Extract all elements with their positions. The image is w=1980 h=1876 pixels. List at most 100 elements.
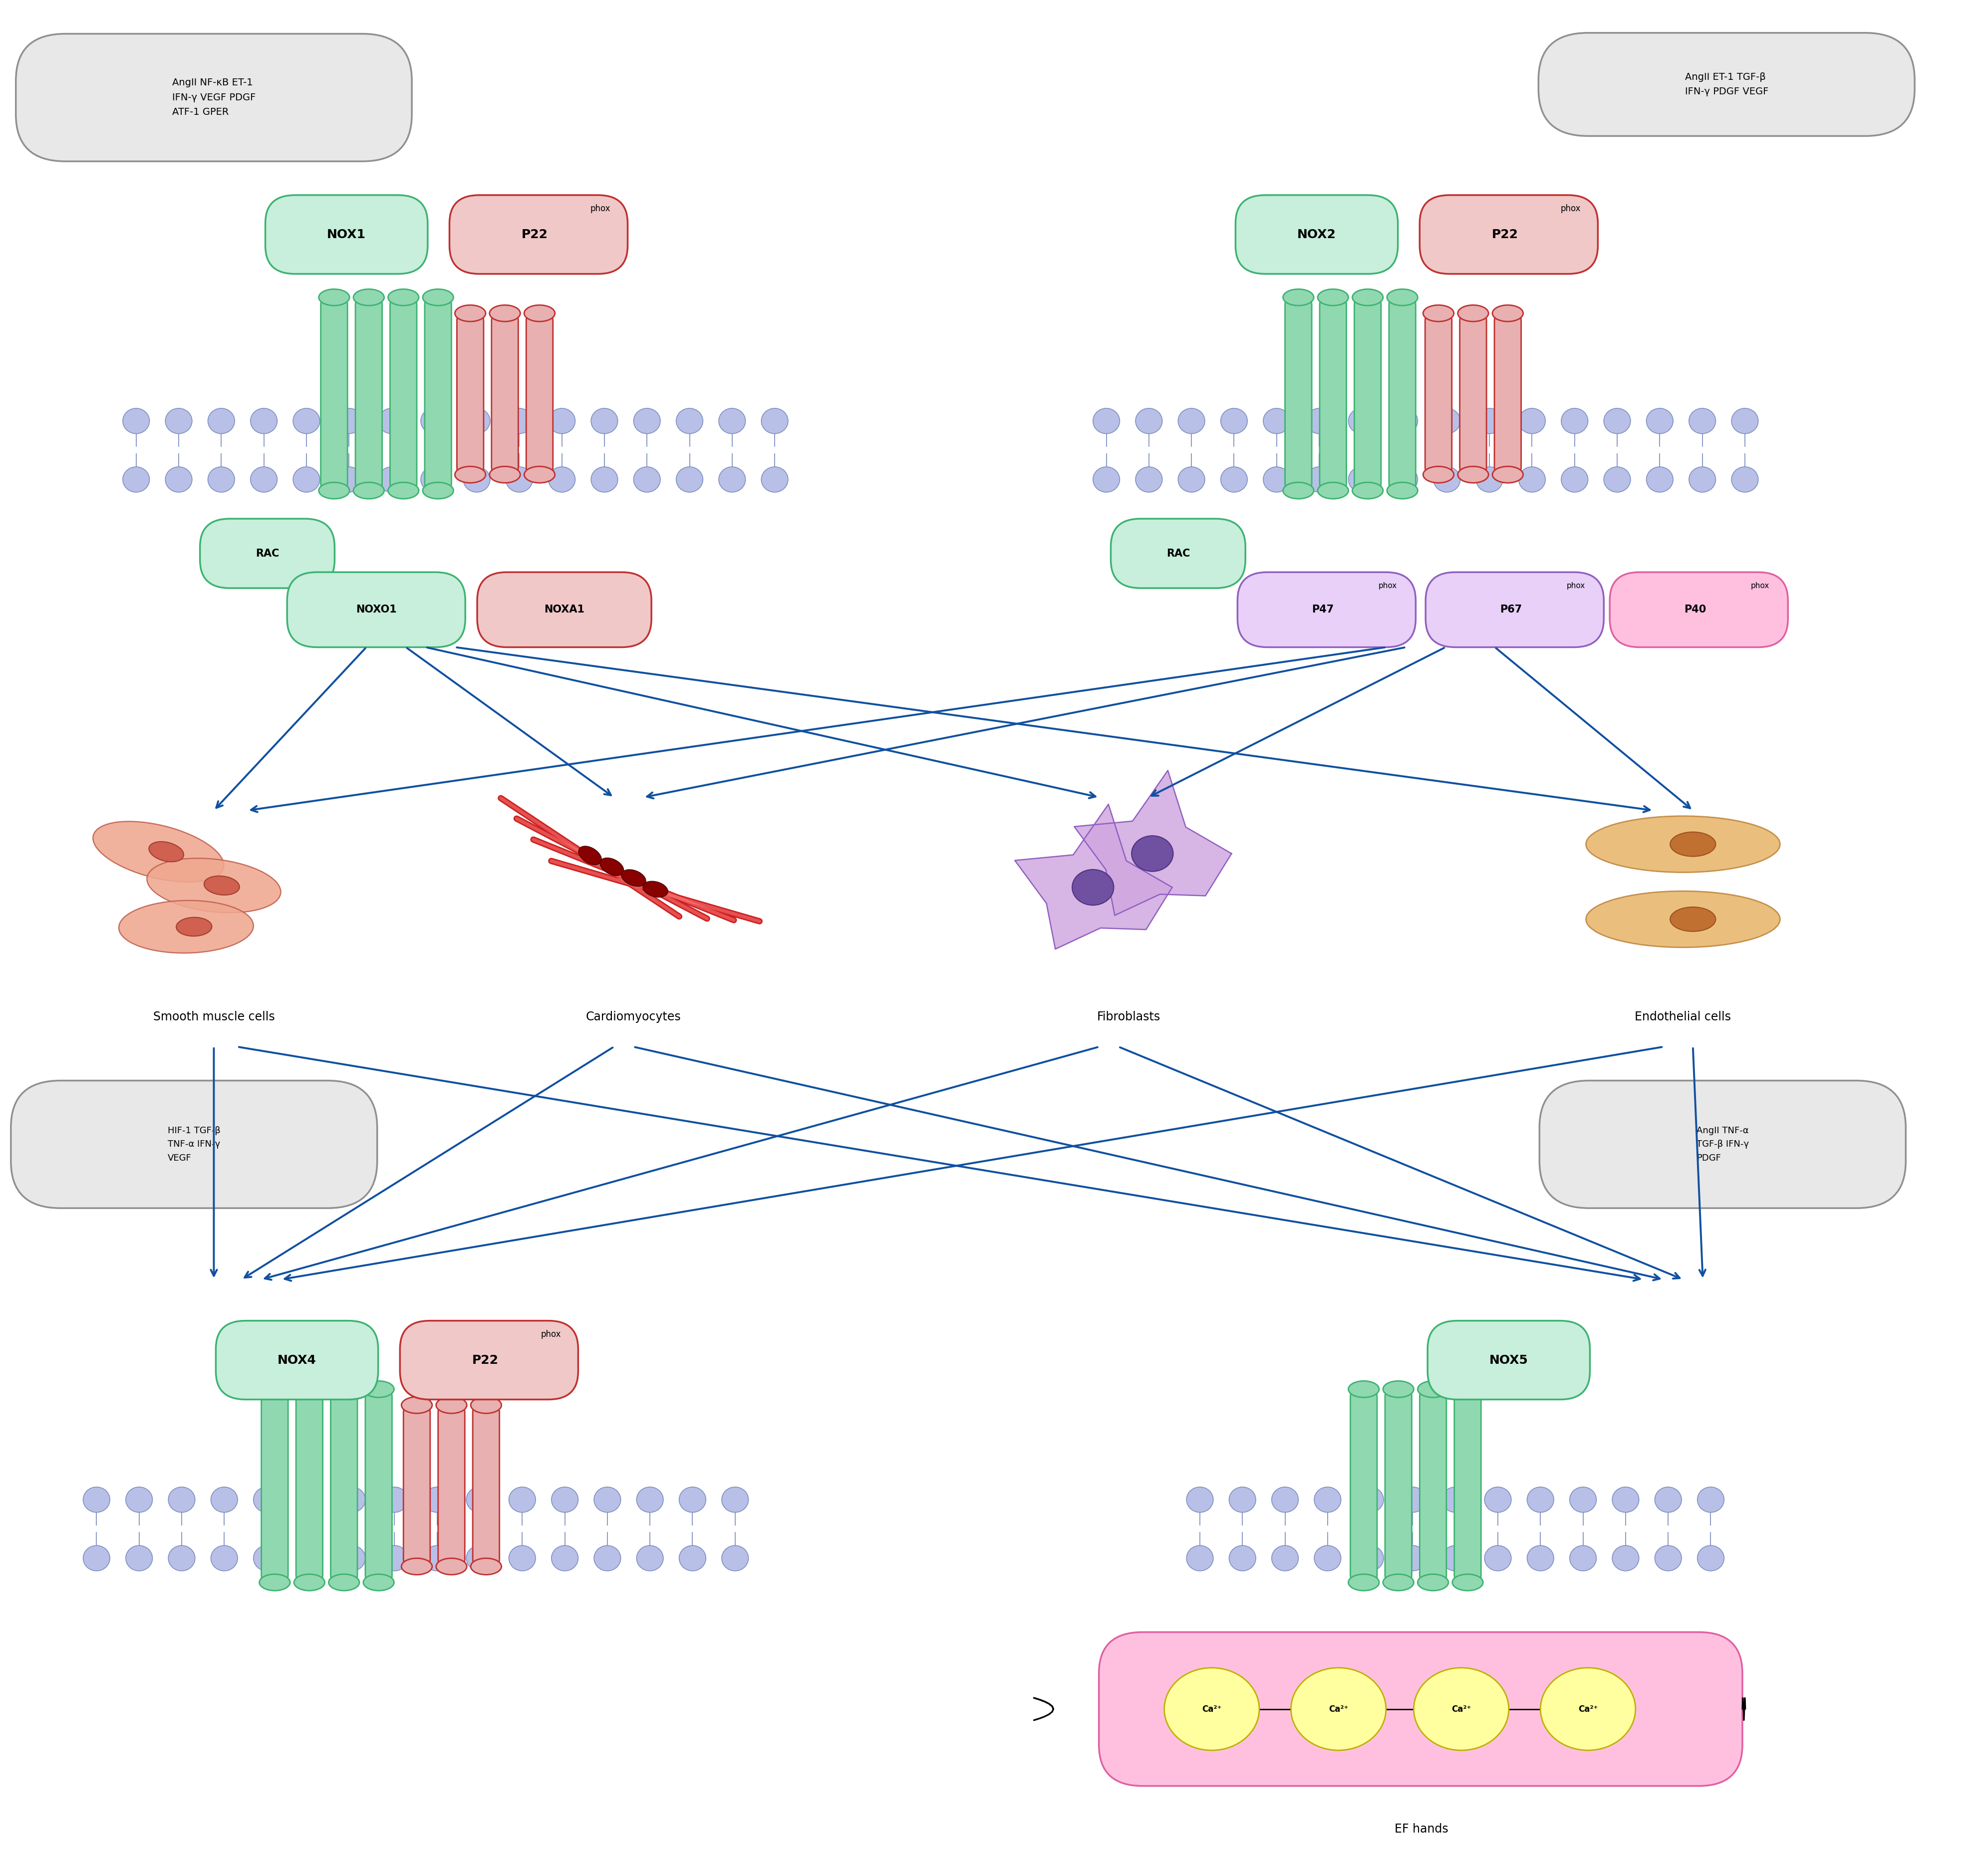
Ellipse shape bbox=[1164, 1668, 1259, 1750]
Text: NOXA1: NOXA1 bbox=[545, 604, 584, 615]
Text: NOX2: NOX2 bbox=[1297, 229, 1337, 240]
FancyBboxPatch shape bbox=[457, 311, 483, 477]
Ellipse shape bbox=[1457, 306, 1489, 321]
Ellipse shape bbox=[548, 409, 576, 433]
Ellipse shape bbox=[378, 467, 404, 492]
Ellipse shape bbox=[1386, 482, 1418, 499]
Ellipse shape bbox=[1519, 409, 1546, 433]
Ellipse shape bbox=[1307, 409, 1333, 433]
Ellipse shape bbox=[1230, 1488, 1255, 1512]
Ellipse shape bbox=[1647, 467, 1673, 492]
Text: phox: phox bbox=[1566, 582, 1584, 589]
Ellipse shape bbox=[1655, 1546, 1681, 1570]
FancyBboxPatch shape bbox=[1390, 295, 1416, 493]
Ellipse shape bbox=[1604, 409, 1632, 433]
Ellipse shape bbox=[329, 1574, 360, 1591]
Text: P22: P22 bbox=[521, 229, 548, 240]
Ellipse shape bbox=[1560, 467, 1588, 492]
FancyBboxPatch shape bbox=[473, 1403, 499, 1568]
Ellipse shape bbox=[436, 1398, 467, 1413]
Text: phox: phox bbox=[590, 204, 610, 214]
FancyBboxPatch shape bbox=[477, 572, 651, 647]
Ellipse shape bbox=[675, 467, 703, 492]
Ellipse shape bbox=[600, 857, 624, 876]
Ellipse shape bbox=[1093, 409, 1121, 433]
Ellipse shape bbox=[1671, 908, 1717, 932]
Ellipse shape bbox=[1540, 1668, 1635, 1750]
Ellipse shape bbox=[1307, 467, 1333, 492]
Ellipse shape bbox=[1131, 837, 1172, 872]
Ellipse shape bbox=[204, 876, 240, 895]
Ellipse shape bbox=[1441, 1488, 1469, 1512]
Ellipse shape bbox=[590, 409, 618, 433]
Ellipse shape bbox=[1612, 1488, 1639, 1512]
Text: P47: P47 bbox=[1311, 604, 1335, 615]
Ellipse shape bbox=[467, 1546, 493, 1570]
Ellipse shape bbox=[164, 467, 192, 492]
Text: RAC: RAC bbox=[1166, 548, 1190, 559]
Ellipse shape bbox=[638, 1546, 663, 1570]
Ellipse shape bbox=[422, 289, 453, 306]
Text: Cardiomyocytes: Cardiomyocytes bbox=[586, 1011, 681, 1022]
Ellipse shape bbox=[212, 1488, 238, 1512]
Ellipse shape bbox=[339, 1488, 366, 1512]
Ellipse shape bbox=[507, 409, 533, 433]
Ellipse shape bbox=[93, 822, 224, 882]
Ellipse shape bbox=[1418, 1381, 1449, 1398]
Ellipse shape bbox=[463, 409, 491, 433]
Text: Ca²⁺: Ca²⁺ bbox=[1451, 1705, 1471, 1713]
Polygon shape bbox=[1016, 805, 1172, 949]
Ellipse shape bbox=[168, 1546, 194, 1570]
Text: HIF-1 TGF-β
TNF-α IFN-γ
VEGF: HIF-1 TGF-β TNF-α IFN-γ VEGF bbox=[168, 1126, 220, 1163]
Ellipse shape bbox=[509, 1488, 537, 1512]
FancyBboxPatch shape bbox=[1420, 195, 1598, 274]
Ellipse shape bbox=[388, 289, 420, 306]
Ellipse shape bbox=[402, 1559, 432, 1574]
Text: Fibroblasts: Fibroblasts bbox=[1097, 1011, 1160, 1022]
FancyBboxPatch shape bbox=[1350, 1388, 1378, 1583]
Ellipse shape bbox=[471, 1559, 501, 1574]
Ellipse shape bbox=[1424, 306, 1453, 321]
Text: Ca²⁺: Ca²⁺ bbox=[1329, 1705, 1348, 1713]
Ellipse shape bbox=[471, 1398, 501, 1413]
Ellipse shape bbox=[1263, 409, 1291, 433]
Ellipse shape bbox=[1731, 467, 1758, 492]
FancyBboxPatch shape bbox=[404, 1403, 430, 1568]
Ellipse shape bbox=[455, 306, 485, 321]
Ellipse shape bbox=[1485, 1546, 1511, 1570]
Ellipse shape bbox=[1382, 1574, 1414, 1591]
Ellipse shape bbox=[760, 467, 788, 492]
Ellipse shape bbox=[1689, 409, 1715, 433]
Ellipse shape bbox=[176, 917, 212, 936]
Ellipse shape bbox=[634, 467, 661, 492]
Ellipse shape bbox=[1220, 467, 1247, 492]
Ellipse shape bbox=[1178, 409, 1204, 433]
Ellipse shape bbox=[1390, 409, 1418, 433]
FancyBboxPatch shape bbox=[265, 195, 428, 274]
Ellipse shape bbox=[123, 467, 148, 492]
FancyBboxPatch shape bbox=[1238, 572, 1416, 647]
Ellipse shape bbox=[1315, 1488, 1340, 1512]
Ellipse shape bbox=[525, 467, 554, 482]
Ellipse shape bbox=[1178, 467, 1204, 492]
Ellipse shape bbox=[644, 882, 667, 897]
Ellipse shape bbox=[380, 1546, 408, 1570]
Ellipse shape bbox=[362, 1381, 394, 1398]
Ellipse shape bbox=[548, 467, 576, 492]
Ellipse shape bbox=[335, 467, 362, 492]
Text: P22: P22 bbox=[471, 1354, 499, 1366]
Ellipse shape bbox=[1441, 1546, 1469, 1570]
Ellipse shape bbox=[249, 409, 277, 433]
Ellipse shape bbox=[362, 1574, 394, 1591]
Ellipse shape bbox=[380, 1488, 408, 1512]
Ellipse shape bbox=[1493, 306, 1523, 321]
FancyBboxPatch shape bbox=[261, 1388, 289, 1583]
Ellipse shape bbox=[1348, 1574, 1380, 1591]
Ellipse shape bbox=[1485, 1488, 1511, 1512]
Ellipse shape bbox=[388, 482, 420, 499]
Ellipse shape bbox=[123, 409, 148, 433]
FancyBboxPatch shape bbox=[1453, 1388, 1481, 1583]
FancyBboxPatch shape bbox=[1426, 311, 1451, 477]
Ellipse shape bbox=[1560, 409, 1588, 433]
Ellipse shape bbox=[1604, 467, 1632, 492]
